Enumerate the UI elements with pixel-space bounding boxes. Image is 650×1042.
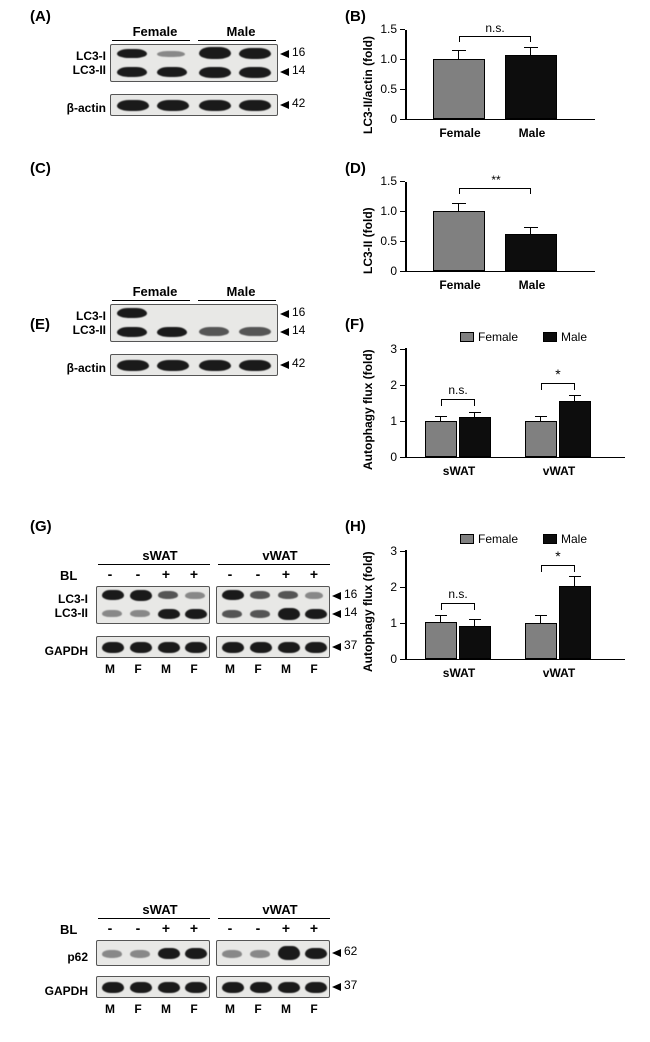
blot-strip	[110, 94, 278, 116]
panel-c-label: (C)	[30, 160, 51, 177]
panel-a-label: (A)	[30, 8, 51, 25]
bar	[433, 59, 485, 119]
panel-e-blot: sWAT vWAT BL - - + + - - + + LC3-I LC3-I…	[40, 548, 340, 700]
mw-label: 14	[292, 63, 305, 77]
panel-b-label: (B)	[345, 8, 366, 25]
panel-g-blot: sWAT vWAT BL - - + + - - + + p62 GAPDH 6…	[40, 902, 340, 1042]
bar	[505, 55, 557, 119]
xtick: Female	[425, 126, 495, 140]
legend: Female	[460, 330, 518, 344]
label-lc3i: LC3-I	[58, 49, 106, 63]
panel-d-label: (D)	[345, 160, 366, 177]
mw-label: 16	[292, 45, 305, 59]
panel-a-blot: Female Male LC3-I LC3-II β-actin 16 14 4…	[58, 24, 318, 132]
panel-b-chart: LC3-II/actin (fold) 0 0.5 1.0 1.5 n.s. F…	[365, 22, 605, 142]
label-lc3ii: LC3-II	[58, 63, 106, 77]
panel-h-label: (H)	[345, 518, 366, 535]
panel-f-chart: Female Male Autophagy flux (fold) 0 1 2 …	[365, 330, 635, 480]
panel-d-chart: LC3-II (fold) 0 0.5 1.0 1.5 ** Female Ma…	[365, 174, 605, 294]
figure-root: (A) Female Male LC3-I LC3-II β-actin 16 …	[0, 0, 650, 768]
panel-c-blot: Female Male LC3-I LC3-II β-actin 16 14 4…	[58, 284, 318, 392]
mw-label: 42	[292, 96, 305, 110]
sig-text: n.s.	[475, 21, 515, 35]
blot-strip	[110, 44, 278, 82]
panel-f-label: (F)	[345, 316, 364, 333]
panel-e-label: (E)	[30, 316, 50, 333]
header-male: Male	[202, 24, 280, 39]
panel-h-chart: Female Male Autophagy flux (fold) 0 1 2 …	[365, 532, 635, 682]
header-female: Female	[116, 24, 194, 39]
panel-g-label: (G)	[30, 518, 52, 535]
label-bactin: β-actin	[58, 101, 106, 115]
xtick: Male	[497, 126, 567, 140]
